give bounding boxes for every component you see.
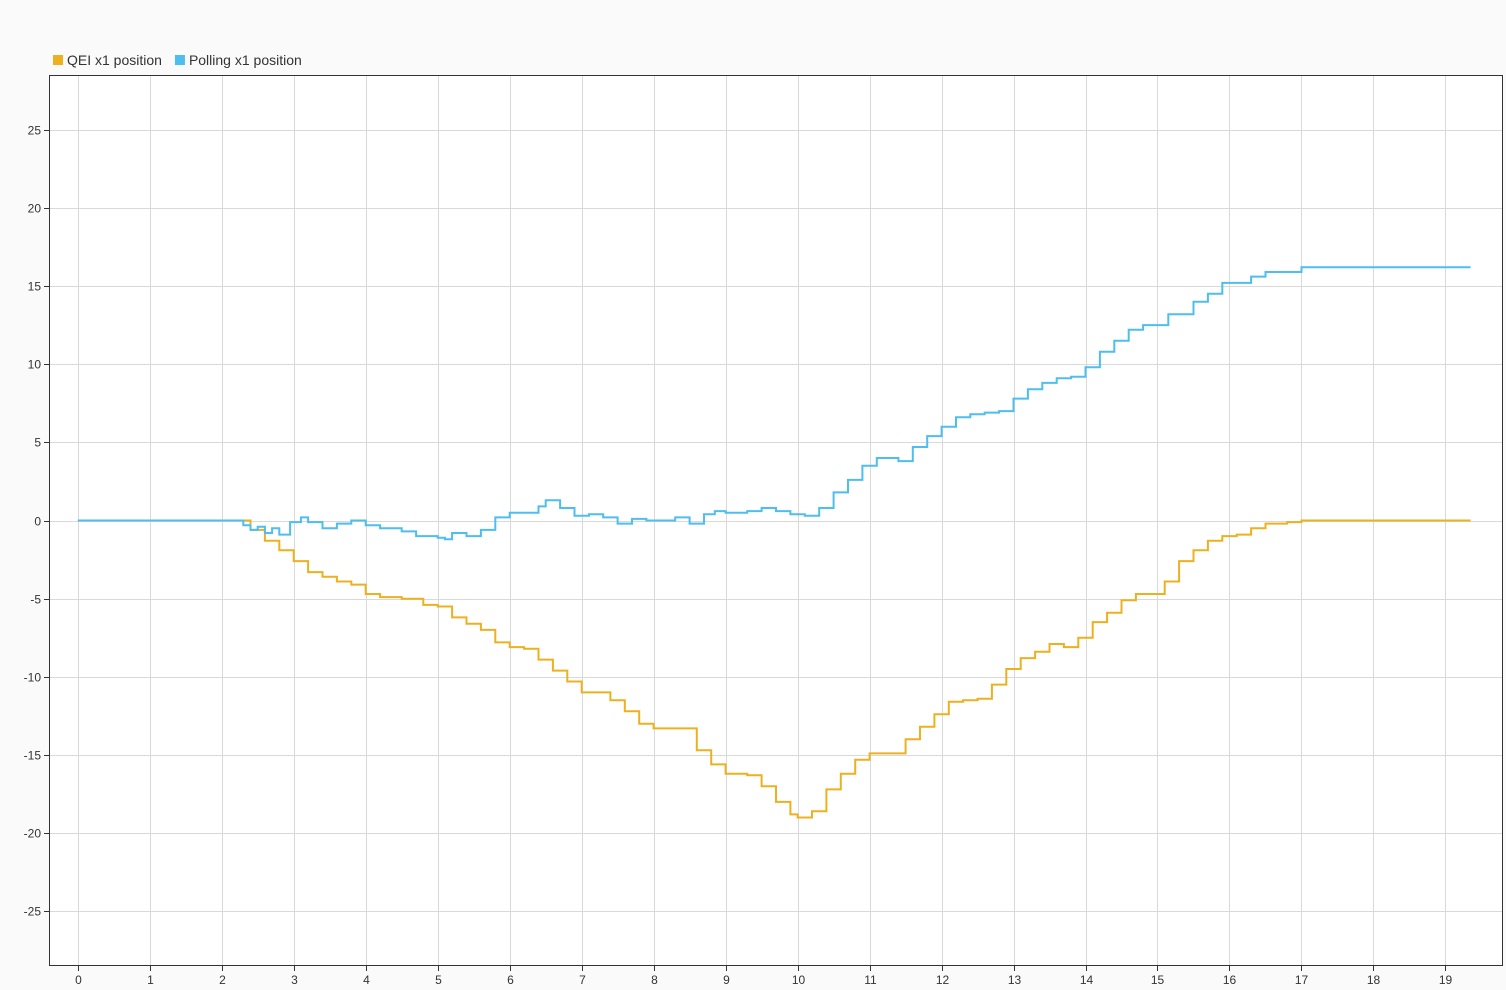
x-tick-label: 4 [363, 973, 370, 987]
y-tick-label: -20 [24, 827, 42, 841]
y-tick-label: 10 [28, 358, 42, 372]
y-tick-label: -15 [24, 749, 42, 763]
legend-label: Polling x1 position [189, 52, 302, 68]
y-tick-label: 20 [28, 202, 42, 216]
x-tick-label: 15 [1151, 973, 1165, 987]
plot-area [49, 75, 1503, 966]
legend: QEI x1 position Polling x1 position [53, 52, 302, 68]
x-tick-label: 12 [936, 973, 950, 987]
x-tick-label: 17 [1295, 973, 1309, 987]
y-tick-label: -10 [24, 671, 42, 685]
series-layer [77, 266, 1471, 819]
y-axis: 25 20 15 10 5 0 -5 -10 -15 -20 -25 [24, 124, 49, 919]
x-tick-label: 8 [651, 973, 658, 987]
legend-label: QEI x1 position [67, 52, 162, 68]
y-tick-label: -5 [30, 593, 41, 607]
legend-swatch [174, 55, 185, 65]
x-tick-label: 2 [219, 973, 226, 987]
x-tick-label: 0 [75, 973, 82, 987]
x-tick-label: 14 [1080, 973, 1094, 987]
x-tick-label: 9 [723, 973, 730, 987]
series-line-1 [77, 266, 1471, 541]
x-tick-label: 6 [507, 973, 514, 987]
x-tick-label: 5 [435, 973, 442, 987]
series-line-0 [77, 519, 1471, 819]
x-tick-label: 13 [1008, 973, 1022, 987]
x-axis: 0 1 2 3 4 5 6 7 8 9 10 11 12 13 14 15 16 17 18 19 [75, 966, 1452, 987]
x-tick-label: 11 [864, 973, 877, 987]
x-tick-label: 19 [1439, 973, 1453, 987]
legend-swatch [53, 55, 63, 65]
x-tick-label: 16 [1223, 973, 1237, 987]
y-tick-label: 5 [34, 436, 41, 450]
x-tick-label: 7 [579, 973, 586, 987]
y-tick-label: 0 [34, 515, 41, 529]
y-tick-label: 15 [28, 280, 42, 294]
x-tick-label: 18 [1367, 973, 1381, 987]
x-tick-label: 1 [147, 973, 154, 987]
x-tick-label: 3 [291, 973, 298, 987]
x-tick-label: 10 [792, 973, 806, 987]
y-tick-label: 25 [28, 124, 42, 138]
plot-frame [49, 75, 1503, 966]
y-tick-label: -25 [24, 905, 42, 919]
